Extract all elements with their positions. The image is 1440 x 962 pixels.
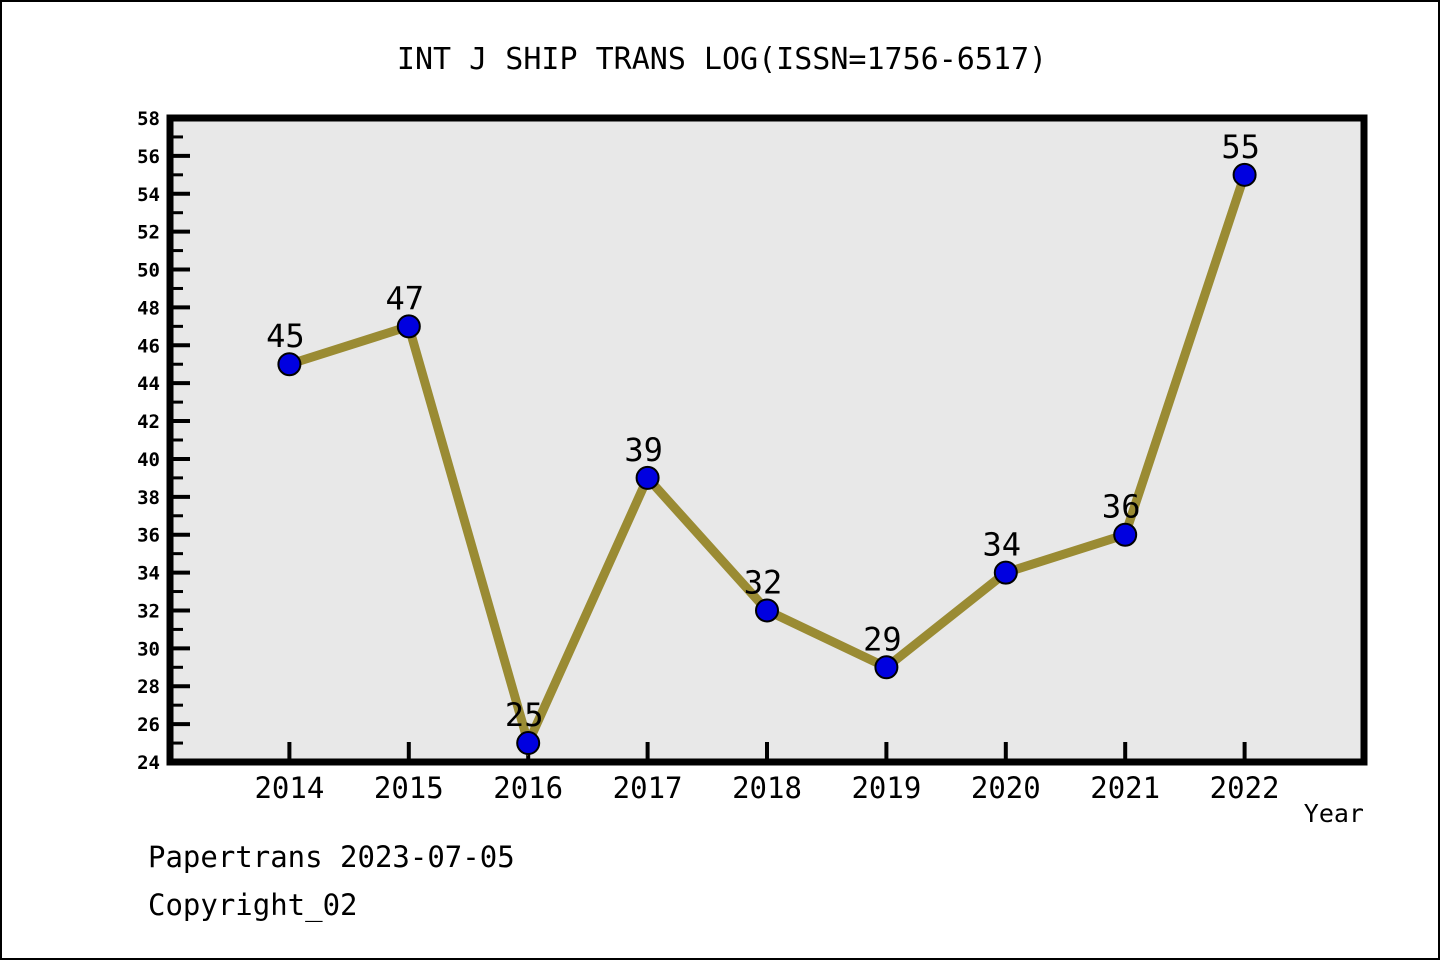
y-axis-tick-label: 50 [137, 260, 160, 282]
data-point-label: 25 [505, 696, 544, 734]
x-axis-tick-label: 2017 [613, 771, 683, 805]
data-point-marker [516, 731, 541, 756]
y-axis-tick-labels: 24 26 28 30 32 34 36 38 40 42 44 46 48 50 52 54 56 58 [137, 108, 160, 774]
footer-copyright: Copyright_02 [148, 888, 358, 922]
y-axis-tick-label: 32 [137, 600, 160, 622]
data-point-markers [277, 162, 1257, 756]
y-axis-tick-label: 30 [137, 638, 160, 660]
plot-area-background [170, 118, 1364, 762]
data-point-label: 36 [1102, 488, 1141, 526]
y-axis-tick-label: 28 [137, 676, 160, 698]
x-axis-tick-label: 2014 [254, 771, 324, 805]
y-axis-tick-label: 44 [137, 373, 160, 395]
y-axis-tick-label: 24 [137, 752, 160, 774]
x-axis-tick-label: 2016 [493, 771, 563, 805]
footer-papertrans-date: Papertrans 2023-07-05 [148, 840, 515, 874]
y-axis-tick-label: 26 [137, 714, 160, 736]
x-axis-tick-label: 2020 [971, 771, 1041, 805]
data-point-marker [635, 465, 660, 490]
y-axis-tick-label: 58 [137, 108, 160, 130]
x-axis-label: Year [1303, 799, 1364, 828]
y-axis-tick-label: 42 [137, 411, 160, 433]
y-axis-tick-label: 38 [137, 487, 160, 509]
y-axis-tick-label: 48 [137, 297, 160, 319]
x-axis-tick-label: 2015 [374, 771, 444, 805]
y-axis-tick-label: 52 [137, 222, 160, 244]
data-point-marker [277, 352, 302, 377]
x-axis-tick-label: 2018 [732, 771, 802, 805]
data-point-labels: 45 47 25 39 32 29 34 36 55 [266, 128, 1260, 734]
data-point-marker [874, 655, 899, 680]
y-axis-tick-label: 34 [137, 563, 160, 585]
data-point-label: 47 [386, 279, 425, 317]
x-axis-tick-label: 2021 [1090, 771, 1160, 805]
data-point-label: 39 [624, 431, 663, 469]
y-axis-tick-label: 54 [137, 184, 160, 206]
x-axis-tick-label: 2019 [851, 771, 921, 805]
data-point-marker [1232, 162, 1257, 187]
y-axis-major-ticks [173, 116, 190, 764]
page-title: INT J SHIP TRANS LOG(ISSN=1756-6517) [396, 42, 1048, 77]
data-point-label: 45 [266, 317, 305, 355]
x-axis-tick-labels: 2014 2015 2016 2017 2018 2019 2020 2021 2022 [254, 771, 1279, 805]
y-axis-tick-label: 40 [137, 449, 160, 471]
data-point-marker [993, 560, 1018, 585]
y-axis-tick-label: 36 [137, 525, 160, 547]
data-point-label: 34 [983, 526, 1022, 564]
plot-area-border [166, 114, 1368, 766]
data-point-label: 29 [863, 620, 902, 658]
data-point-label: 32 [744, 563, 783, 601]
data-point-marker [755, 598, 779, 623]
y-axis-tick-label: 56 [137, 146, 160, 168]
y-axis-tick-label: 46 [137, 335, 160, 357]
data-point-label: 55 [1221, 128, 1260, 166]
data-point-marker [396, 314, 421, 339]
x-axis-ticks [287, 742, 1247, 759]
data-point-marker [1113, 522, 1138, 547]
x-axis-tick-label: 2022 [1210, 771, 1280, 805]
y-axis-minor-ticks [173, 135, 183, 745]
